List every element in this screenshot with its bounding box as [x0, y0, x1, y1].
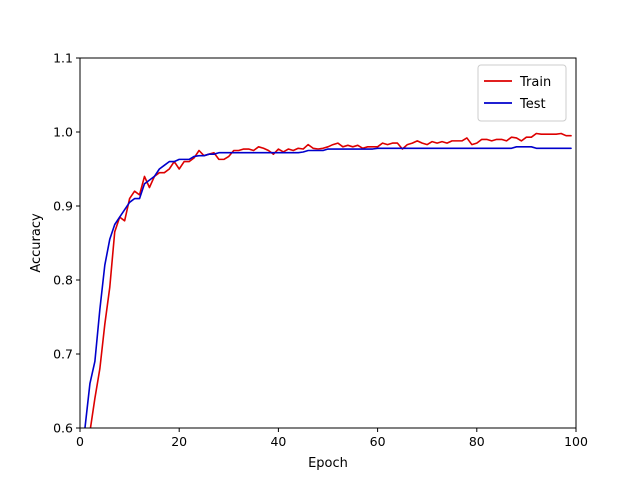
series-line-train — [89, 132, 572, 428]
y-axis-ticks: 0.6 0.7 0.8 0.9 1.0 1.1 — [53, 51, 80, 436]
x-tick-label: 60 — [370, 434, 386, 449]
x-tick-label: 20 — [171, 434, 187, 449]
y-tick-label: 0.9 — [53, 199, 73, 214]
x-tick-label: 40 — [270, 434, 286, 449]
series-line-test — [84, 146, 572, 428]
plot-frame — [79, 57, 577, 429]
x-tick-label: 80 — [469, 434, 485, 449]
x-axis-ticks: 0 20 40 60 80 100 — [76, 428, 588, 449]
legend-label-test: Test — [519, 97, 546, 112]
legend-label-train: Train — [519, 75, 551, 90]
y-tick-label: 0.8 — [53, 273, 73, 288]
series-layer — [84, 132, 572, 428]
legend: Train Test — [477, 64, 567, 122]
x-axis-label: Epoch — [308, 456, 348, 471]
x-tick-label: 0 — [76, 434, 84, 449]
y-tick-label: 1.0 — [53, 125, 73, 140]
y-axis-label: Accuracy — [29, 213, 44, 273]
x-tick-label: 100 — [564, 434, 588, 449]
legend-box — [477, 64, 567, 122]
y-tick-label: 0.7 — [53, 347, 73, 362]
y-tick-label: 1.1 — [53, 51, 73, 66]
y-tick-label: 0.6 — [53, 421, 73, 436]
